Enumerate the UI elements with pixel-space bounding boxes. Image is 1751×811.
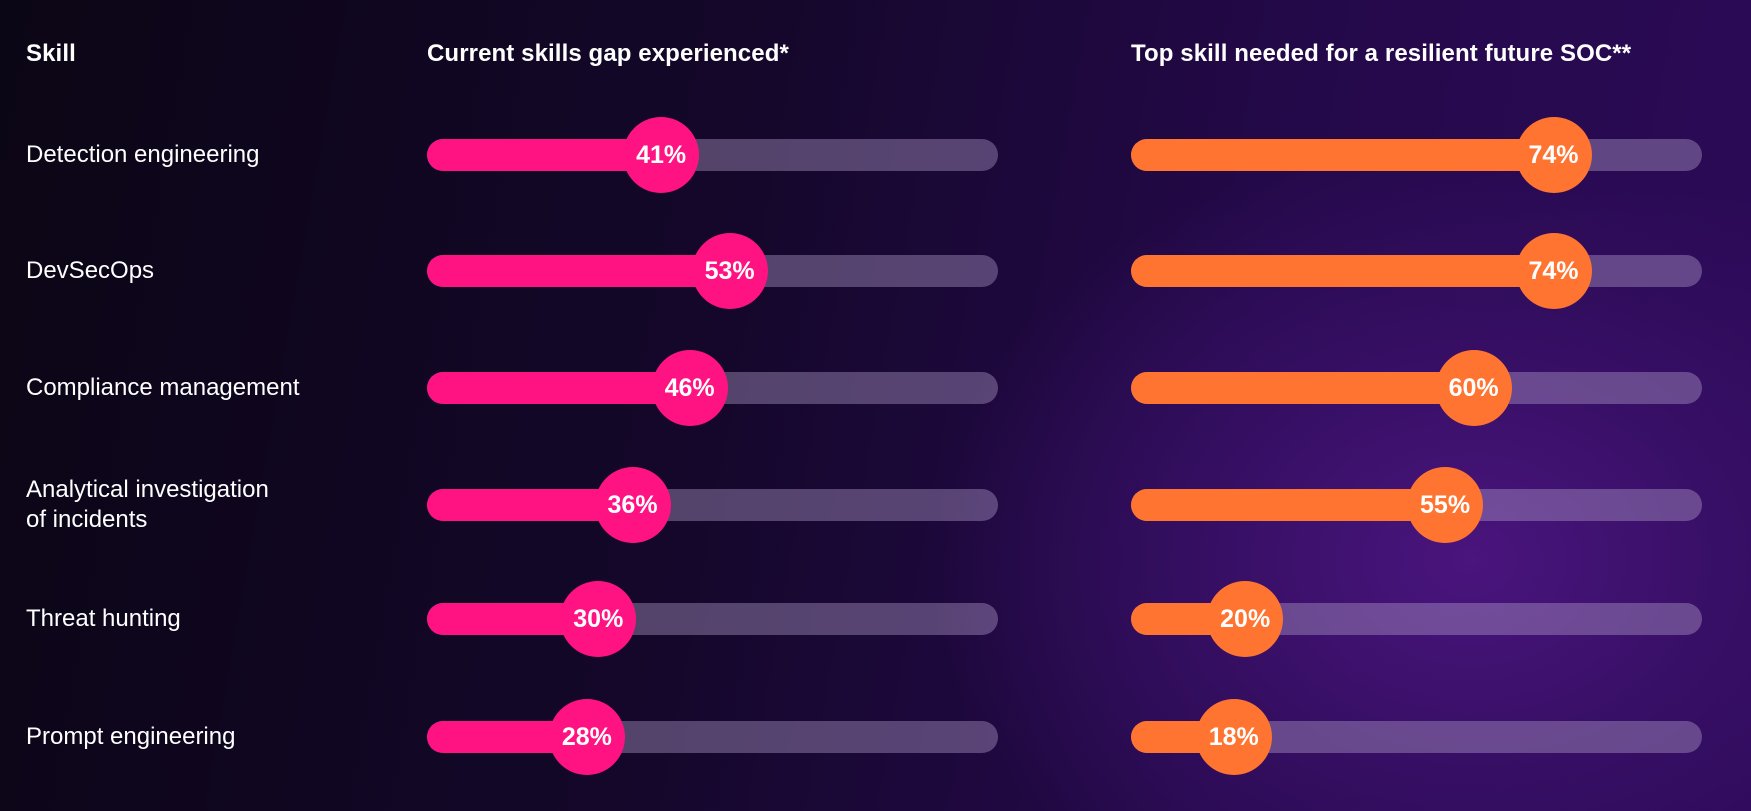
current-value-label: 46% bbox=[651, 350, 728, 426]
future-bar-fill bbox=[1131, 139, 1554, 171]
future-bar-track: 74% bbox=[1131, 117, 1702, 193]
current-value-label: 30% bbox=[560, 581, 637, 657]
current-bar-track: 36% bbox=[427, 467, 998, 543]
current-value-label: 41% bbox=[623, 117, 700, 193]
current-gap-column-header: Current skills gap experienced* bbox=[427, 40, 789, 67]
current-value-label: 28% bbox=[548, 699, 625, 775]
future-bar-track: 55% bbox=[1131, 467, 1702, 543]
future-bar-fill bbox=[1131, 255, 1554, 287]
skill-label: Compliance management bbox=[26, 374, 300, 401]
future-bar-track: 60% bbox=[1131, 350, 1702, 426]
current-bar-fill bbox=[427, 255, 730, 287]
future-value-label: 60% bbox=[1435, 350, 1512, 426]
current-bar-track: 53% bbox=[427, 233, 998, 309]
current-bar-track: 41% bbox=[427, 117, 998, 193]
current-bar-fill bbox=[427, 372, 690, 404]
future-bar-fill bbox=[1131, 489, 1446, 521]
future-value-label: 55% bbox=[1407, 467, 1484, 543]
skill-label: Threat hunting bbox=[26, 605, 181, 632]
future-value-label: 74% bbox=[1515, 117, 1592, 193]
future-bar-track: 20% bbox=[1131, 581, 1702, 657]
future-bar-track: 18% bbox=[1131, 699, 1702, 775]
future-value-label: 20% bbox=[1207, 581, 1284, 657]
future-skill-column-header: Top skill needed for a resilient future … bbox=[1131, 40, 1632, 67]
skill-label: Detection engineering bbox=[26, 141, 260, 168]
current-bar-fill bbox=[427, 139, 662, 171]
current-value-label: 36% bbox=[594, 467, 671, 543]
future-bar-track: 74% bbox=[1131, 233, 1702, 309]
current-bar-track: 28% bbox=[427, 699, 998, 775]
skill-label: DevSecOps bbox=[26, 257, 155, 284]
current-bar-track: 30% bbox=[427, 581, 998, 657]
current-value-label: 53% bbox=[691, 233, 768, 309]
future-value-label: 74% bbox=[1515, 233, 1592, 309]
skill-label: Prompt engineering bbox=[26, 723, 236, 750]
skill-label: Analytical investigation of incidents bbox=[26, 476, 269, 533]
future-bar-fill bbox=[1131, 372, 1474, 404]
future-value-label: 18% bbox=[1195, 699, 1272, 775]
skill-column-header: Skill bbox=[26, 40, 76, 67]
current-bar-track: 46% bbox=[427, 350, 998, 426]
